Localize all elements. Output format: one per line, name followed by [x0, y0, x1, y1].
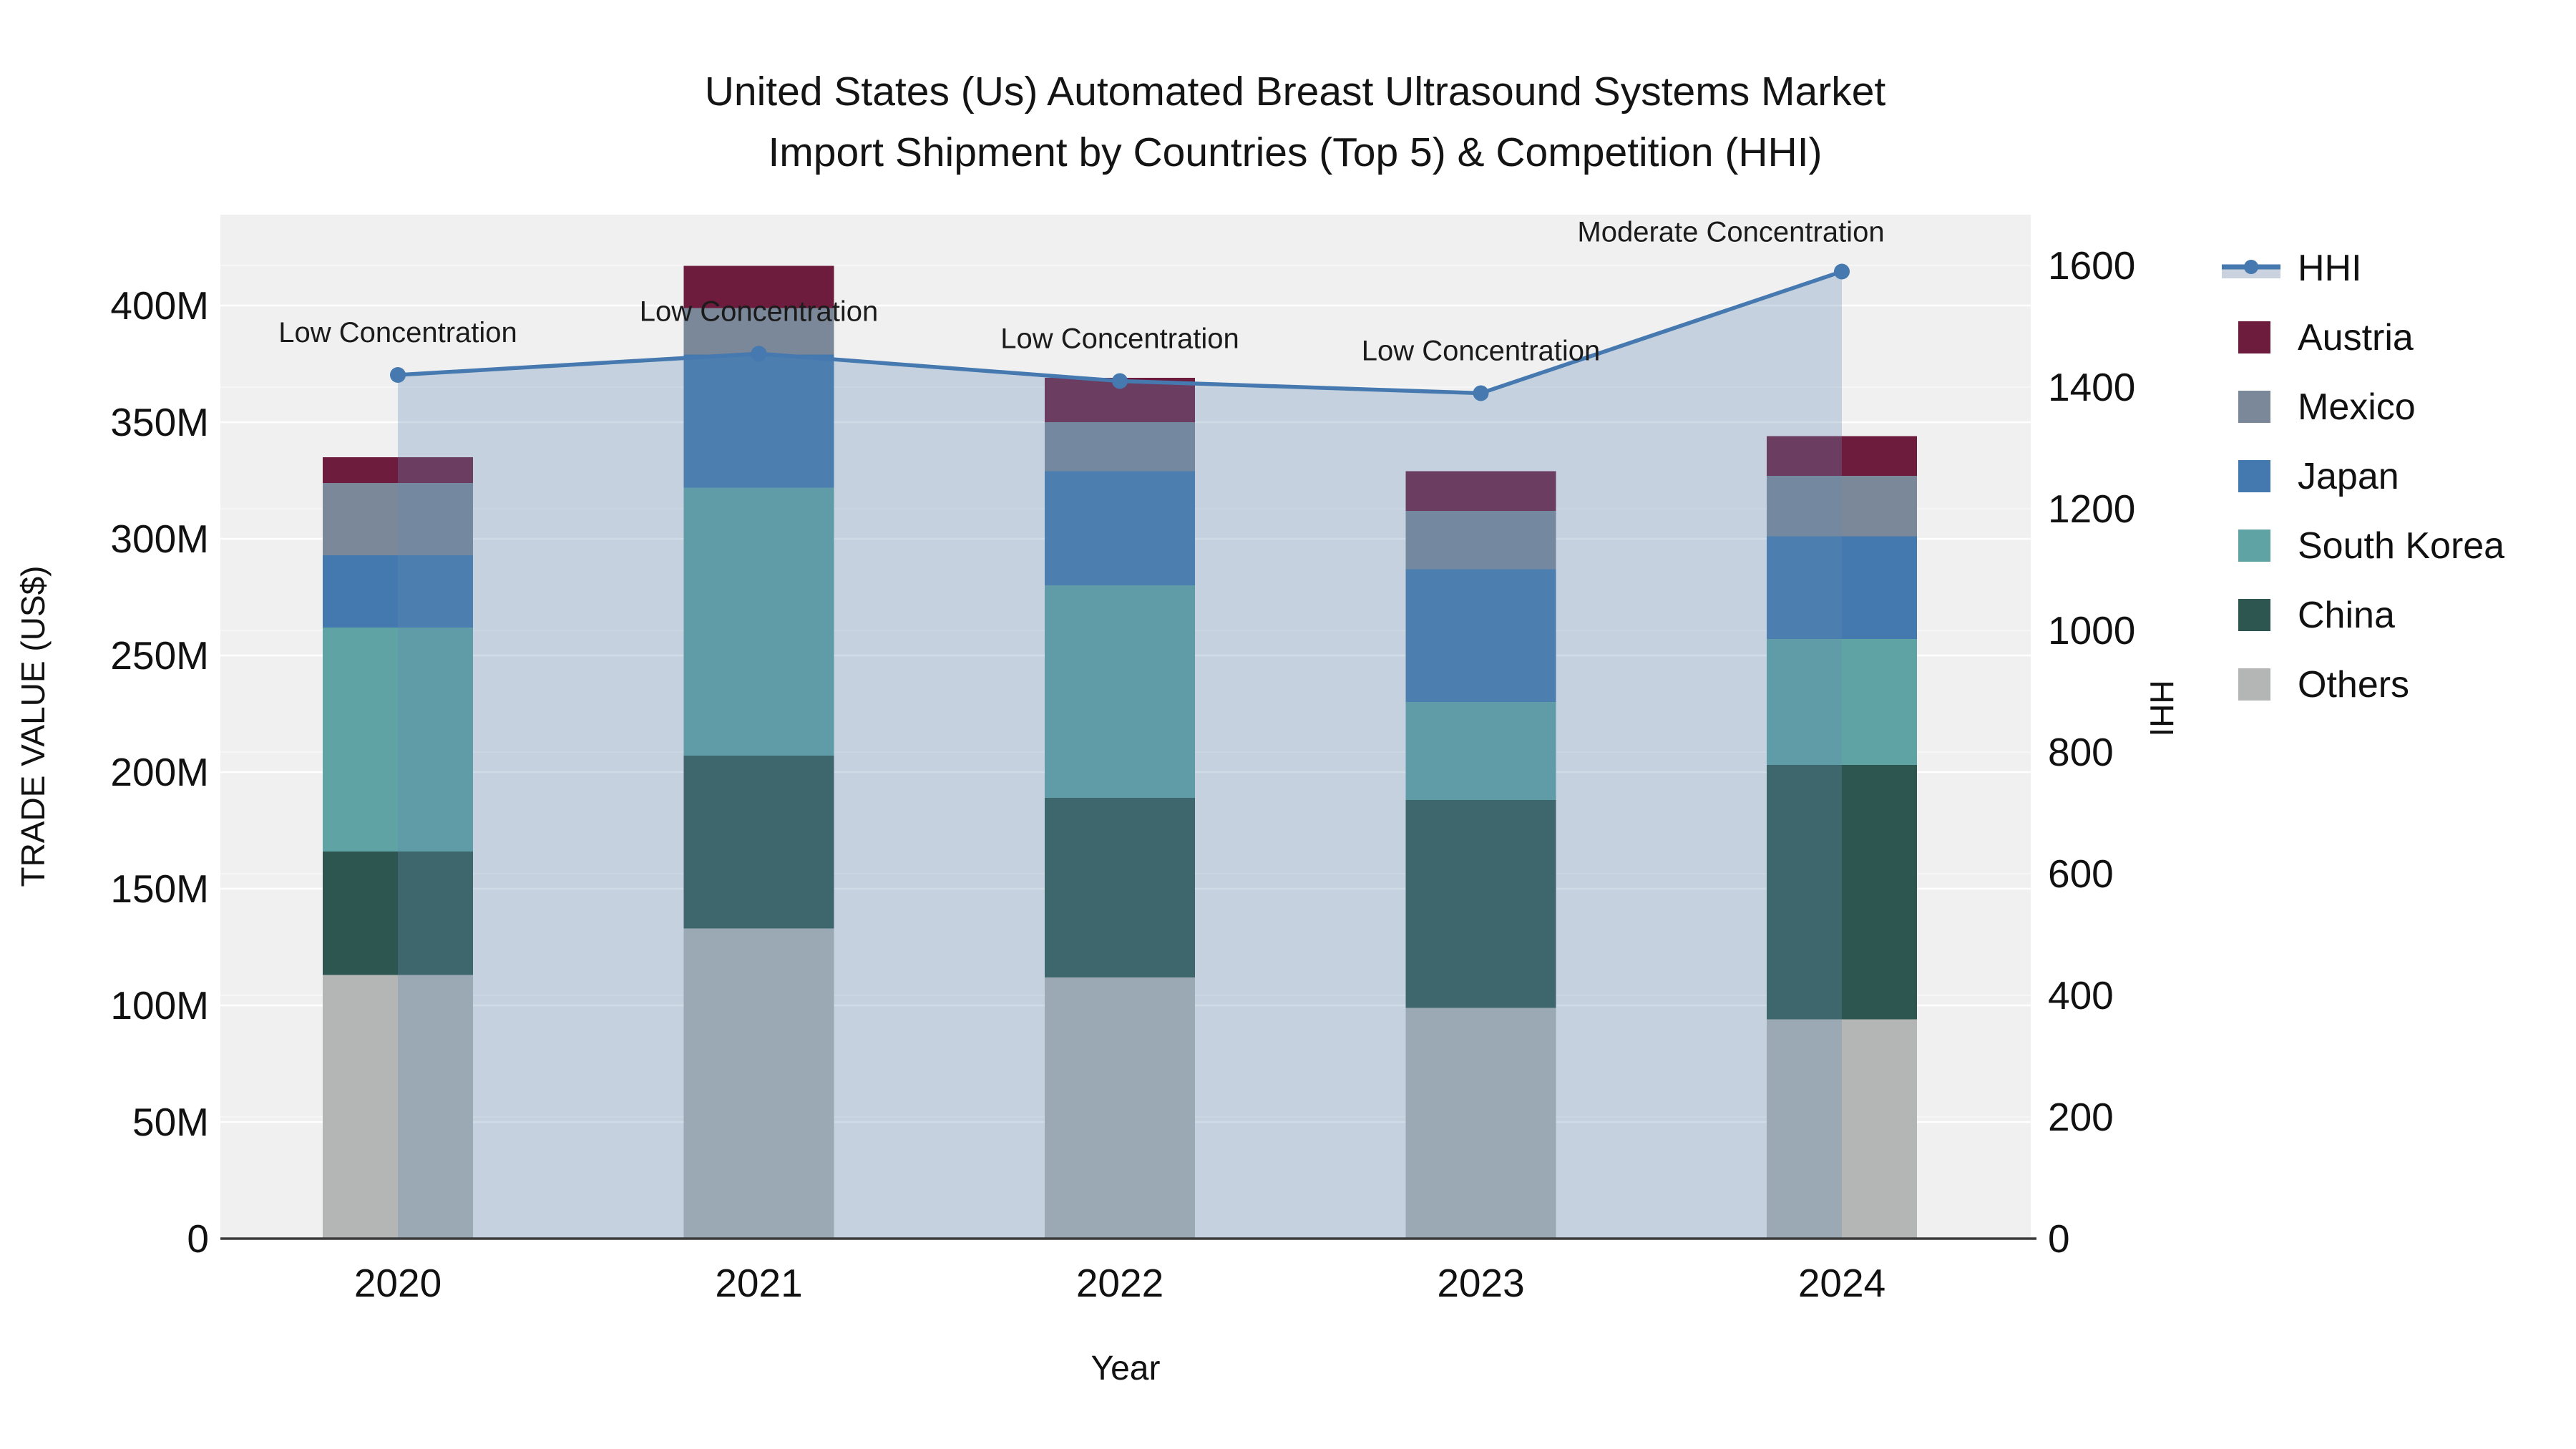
- bar-segment-2020-austria[interactable]: [323, 457, 473, 483]
- bar-segment-2022-others[interactable]: [1045, 977, 1195, 1239]
- bar-segment-2023-japan[interactable]: [1405, 569, 1556, 703]
- south-korea-swatch-icon: [2238, 530, 2270, 562]
- bar-segment-2020-others[interactable]: [323, 975, 473, 1239]
- bar-segment-2024-south-korea[interactable]: [1767, 639, 1917, 766]
- mexico-swatch-icon: [2238, 391, 2270, 423]
- bar-segment-2023-south-korea[interactable]: [1405, 702, 1556, 801]
- legend-label: HHI: [2298, 247, 2362, 289]
- y-axis-title-right: HHI: [2143, 680, 2180, 736]
- bar-segment-2023-austria[interactable]: [1405, 471, 1556, 511]
- bar-segment-2020-china[interactable]: [323, 851, 473, 975]
- y-axis-title-left: TRADE VALUE (US$): [14, 565, 52, 887]
- legend-item-hhi[interactable]: HHI: [2222, 233, 2575, 303]
- y-right-tick-label: 400: [2048, 973, 2114, 1018]
- bar-segment-2024-china[interactable]: [1767, 765, 1917, 1020]
- legend-label: Japan: [2298, 455, 2399, 497]
- legend-item-japan[interactable]: Japan: [2238, 441, 2575, 511]
- bar-segment-2024-austria[interactable]: [1767, 436, 1917, 476]
- bar-segment-2022-south-korea[interactable]: [1045, 585, 1195, 798]
- legend-item-china[interactable]: China: [2238, 580, 2575, 650]
- bar-segment-2023-others[interactable]: [1405, 1008, 1556, 1239]
- hhi-line-swatch-icon: [2222, 259, 2280, 278]
- y-left-tick-label: 300M: [110, 517, 209, 561]
- hhi-annotation-2021: Low Concentration: [640, 296, 879, 327]
- bar-segment-2021-austria[interactable]: [683, 265, 834, 308]
- x-tick-label-2022: 2022: [1076, 1261, 1163, 1305]
- y-right-tick-label: 1200: [2048, 487, 2135, 531]
- y-left-tick-label: 350M: [110, 400, 209, 444]
- legend-item-south-korea[interactable]: South Korea: [2238, 511, 2575, 580]
- bar-segment-2024-japan[interactable]: [1767, 536, 1917, 640]
- legend-label: China: [2298, 594, 2395, 636]
- japan-swatch-icon: [2238, 460, 2270, 492]
- bar-segment-2020-south-korea[interactable]: [323, 627, 473, 852]
- bar-segment-2024-others[interactable]: [1767, 1019, 1917, 1239]
- bar-segment-2022-china[interactable]: [1045, 797, 1195, 977]
- hhi-annotation-2024: Moderate Concentration: [1577, 217, 1884, 248]
- y-right-tick-label: 1400: [2048, 365, 2135, 409]
- hhi-marker-2021[interactable]: [751, 346, 767, 362]
- bar-segment-2023-china[interactable]: [1405, 800, 1556, 1008]
- x-tick-label-2023: 2023: [1437, 1261, 1524, 1305]
- chart-title: United States (Us) Automated Breast Ultr…: [329, 62, 2261, 183]
- legend-item-austria[interactable]: Austria: [2238, 303, 2575, 372]
- y-left-tick-label: 400M: [110, 283, 209, 328]
- y-left-tick-label: 0: [187, 1216, 209, 1261]
- y-left-tick-label: 250M: [110, 633, 209, 678]
- bar-segment-2022-japan[interactable]: [1045, 471, 1195, 586]
- legend: HHI Austria Mexico Japan South Korea China Oth…: [2222, 233, 2575, 719]
- y-right-tick-label: 1600: [2048, 243, 2135, 288]
- austria-swatch-icon: [2238, 321, 2270, 353]
- hhi-marker-2020[interactable]: [390, 367, 406, 383]
- chart-title-line2: Import Shipment by Countries (Top 5) & C…: [768, 130, 1823, 175]
- bar-segment-2024-mexico[interactable]: [1767, 475, 1917, 537]
- legend-item-others[interactable]: Others: [2238, 650, 2575, 719]
- y-left-tick-label: 100M: [110, 983, 209, 1028]
- legend-item-mexico[interactable]: Mexico: [2238, 372, 2575, 441]
- y-right-tick-label: 1000: [2048, 608, 2135, 653]
- hhi-annotation-2020: Low Concentration: [278, 317, 517, 348]
- bar-segment-2021-china[interactable]: [683, 756, 834, 929]
- y-left-tick-label: 200M: [110, 750, 209, 794]
- china-swatch-icon: [2238, 599, 2270, 631]
- legend-label: Others: [2298, 663, 2410, 706]
- bar-segment-2021-south-korea[interactable]: [683, 487, 834, 756]
- y-right-tick-label: 0: [2048, 1216, 2070, 1261]
- y-left-tick-label: 150M: [110, 867, 209, 911]
- legend-label: Mexico: [2298, 386, 2416, 428]
- hhi-area-fill: [398, 271, 1842, 1239]
- legend-label: South Korea: [2298, 525, 2505, 567]
- bar-segment-2021-japan[interactable]: [683, 354, 834, 488]
- x-tick-label-2020: 2020: [354, 1261, 441, 1305]
- bar-segment-2020-mexico[interactable]: [323, 482, 473, 555]
- bar-segment-2022-mexico[interactable]: [1045, 422, 1195, 472]
- hhi-marker-2024[interactable]: [1834, 263, 1850, 280]
- x-tick-label-2021: 2021: [715, 1261, 802, 1305]
- hhi-annotation-2023: Low Concentration: [1362, 336, 1601, 367]
- y-left-tick-label: 50M: [132, 1100, 209, 1144]
- hhi-marker-2023[interactable]: [1473, 385, 1489, 401]
- bar-segment-2021-others[interactable]: [683, 928, 834, 1239]
- y-right-tick-label: 800: [2048, 730, 2114, 774]
- y-right-tick-label: 200: [2048, 1095, 2114, 1139]
- chart-title-line1: United States (Us) Automated Breast Ultr…: [704, 69, 1886, 114]
- x-axis-title: Year: [1091, 1350, 1161, 1387]
- bar-segment-2023-mexico[interactable]: [1405, 510, 1556, 570]
- x-tick-label-2024: 2024: [1798, 1261, 1885, 1305]
- legend-label: Austria: [2298, 316, 2414, 358]
- hhi-annotation-2022: Low Concentration: [1000, 323, 1239, 355]
- others-swatch-icon: [2238, 668, 2270, 701]
- y-right-tick-label: 600: [2048, 852, 2114, 896]
- bar-segment-2020-japan[interactable]: [323, 555, 473, 628]
- hhi-marker-2022[interactable]: [1112, 373, 1128, 389]
